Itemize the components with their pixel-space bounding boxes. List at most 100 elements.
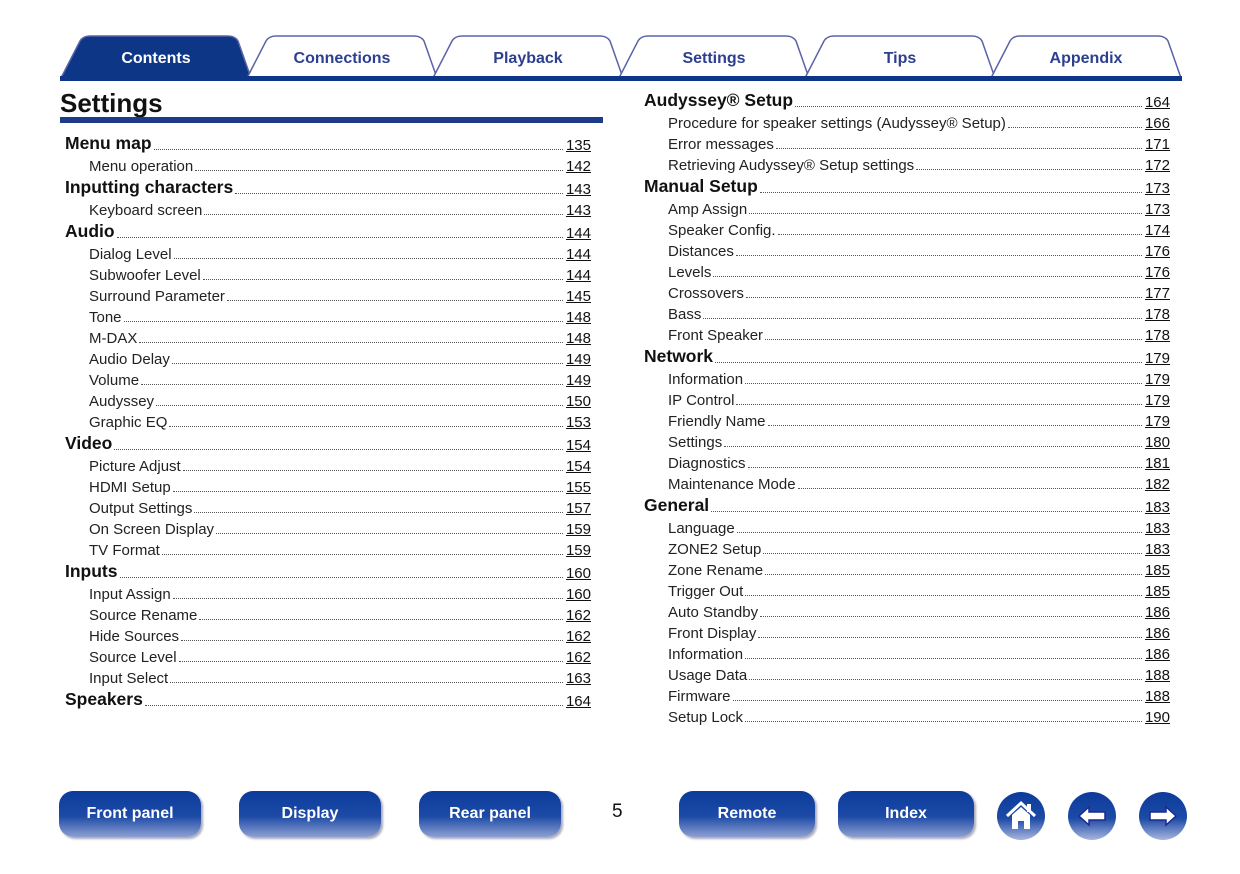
toc-entry[interactable]: Friendly Name 179 xyxy=(644,409,1170,430)
page-link[interactable]: 186 xyxy=(1144,646,1170,663)
page-link[interactable]: 188 xyxy=(1144,667,1170,684)
display-button[interactable]: Display xyxy=(239,791,381,837)
tab-connections[interactable]: Connections xyxy=(246,35,438,78)
toc-entry[interactable]: TV Format 159 xyxy=(65,538,591,559)
toc-entry[interactable]: Source Rename 162 xyxy=(65,603,591,624)
page-link[interactable]: 145 xyxy=(565,288,591,305)
page-link[interactable]: 186 xyxy=(1144,604,1170,621)
page-link[interactable]: 154 xyxy=(565,437,591,454)
page-link[interactable]: 162 xyxy=(565,607,591,624)
back-button[interactable] xyxy=(1068,792,1116,840)
page-link[interactable]: 142 xyxy=(565,158,591,175)
toc-section[interactable]: Audio 144 xyxy=(65,219,591,242)
toc-section[interactable]: Manual Setup 173 xyxy=(644,174,1170,197)
page-link[interactable]: 190 xyxy=(1144,709,1170,726)
toc-entry[interactable]: Hide Sources 162 xyxy=(65,624,591,645)
page-link[interactable]: 182 xyxy=(1144,476,1170,493)
page-link[interactable]: 173 xyxy=(1144,180,1170,197)
toc-entry[interactable]: Levels 176 xyxy=(644,260,1170,281)
toc-entry[interactable]: Information 179 xyxy=(644,367,1170,388)
toc-entry[interactable]: Auto Standby 186 xyxy=(644,600,1170,621)
page-link[interactable]: 183 xyxy=(1144,541,1170,558)
page-link[interactable]: 143 xyxy=(565,202,591,219)
toc-entry[interactable]: Picture Adjust 154 xyxy=(65,454,591,475)
toc-entry[interactable]: Error messages 171 xyxy=(644,132,1170,153)
toc-entry[interactable]: Information 186 xyxy=(644,642,1170,663)
page-link[interactable]: 160 xyxy=(565,586,591,603)
toc-entry[interactable]: Settings 180 xyxy=(644,430,1170,451)
toc-entry[interactable]: Retrieving Audyssey® Setup settings 172 xyxy=(644,153,1170,174)
toc-entry[interactable]: Menu operation 142 xyxy=(65,154,591,175)
page-link[interactable]: 143 xyxy=(565,181,591,198)
toc-entry[interactable]: Distances 176 xyxy=(644,239,1170,260)
page-link[interactable]: 144 xyxy=(565,267,591,284)
toc-entry[interactable]: Firmware 188 xyxy=(644,684,1170,705)
page-link[interactable]: 188 xyxy=(1144,688,1170,705)
toc-entry[interactable]: Audyssey 150 xyxy=(65,389,591,410)
page-link[interactable]: 164 xyxy=(1144,94,1170,111)
toc-entry[interactable]: Front Speaker 178 xyxy=(644,323,1170,344)
page-link[interactable]: 179 xyxy=(1144,413,1170,430)
toc-entry[interactable]: Graphic EQ 153 xyxy=(65,410,591,431)
page-link[interactable]: 160 xyxy=(565,565,591,582)
page-link[interactable]: 163 xyxy=(565,670,591,687)
page-link[interactable]: 174 xyxy=(1144,222,1170,239)
front-panel-button[interactable]: Front panel xyxy=(59,791,201,837)
page-link[interactable]: 159 xyxy=(565,542,591,559)
page-link[interactable]: 149 xyxy=(565,351,591,368)
toc-entry[interactable]: Bass 178 xyxy=(644,302,1170,323)
toc-entry[interactable]: IP Control 179 xyxy=(644,388,1170,409)
toc-entry[interactable]: Front Display 186 xyxy=(644,621,1170,642)
page-link[interactable]: 179 xyxy=(1144,392,1170,409)
home-button[interactable] xyxy=(997,792,1045,840)
page-link[interactable]: 179 xyxy=(1144,371,1170,388)
page-link[interactable]: 171 xyxy=(1144,136,1170,153)
toc-section[interactable]: Network 179 xyxy=(644,344,1170,367)
page-link[interactable]: 154 xyxy=(565,458,591,475)
tab-contents[interactable]: Contents xyxy=(60,35,252,78)
tab-playback[interactable]: Playback xyxy=(432,35,624,78)
toc-entry[interactable]: Source Level 162 xyxy=(65,645,591,666)
rear-panel-button[interactable]: Rear panel xyxy=(419,791,561,837)
page-link[interactable]: 185 xyxy=(1144,583,1170,600)
page-link[interactable]: 144 xyxy=(565,225,591,242)
page-link[interactable]: 162 xyxy=(565,649,591,666)
page-link[interactable]: 176 xyxy=(1144,264,1170,281)
toc-entry[interactable]: Subwoofer Level 144 xyxy=(65,263,591,284)
toc-entry[interactable]: Speaker Config. 174 xyxy=(644,218,1170,239)
toc-entry[interactable]: Zone Rename 185 xyxy=(644,558,1170,579)
toc-entry[interactable]: Dialog Level 144 xyxy=(65,242,591,263)
toc-entry[interactable]: Procedure for speaker settings (Audyssey… xyxy=(644,111,1170,132)
tab-appendix[interactable]: Appendix xyxy=(990,35,1182,78)
page-link[interactable]: 153 xyxy=(565,414,591,431)
page-link[interactable]: 148 xyxy=(565,330,591,347)
toc-entry[interactable]: HDMI Setup 155 xyxy=(65,475,591,496)
toc-entry[interactable]: On Screen Display 159 xyxy=(65,517,591,538)
page-link[interactable]: 181 xyxy=(1144,455,1170,472)
page-link[interactable]: 157 xyxy=(565,500,591,517)
toc-section[interactable]: Speakers 164 xyxy=(65,687,591,710)
remote-button[interactable]: Remote xyxy=(679,791,815,837)
page-link[interactable]: 149 xyxy=(565,372,591,389)
toc-entry[interactable]: Setup Lock 190 xyxy=(644,705,1170,726)
page-link[interactable]: 176 xyxy=(1144,243,1170,260)
page-link[interactable]: 150 xyxy=(565,393,591,410)
toc-entry[interactable]: Surround Parameter 145 xyxy=(65,284,591,305)
page-link[interactable]: 166 xyxy=(1144,115,1170,132)
tab-tips[interactable]: Tips xyxy=(804,35,996,78)
page-link[interactable]: 179 xyxy=(1144,350,1170,367)
toc-entry[interactable]: ZONE2 Setup 183 xyxy=(644,537,1170,558)
toc-entry[interactable]: Audio Delay 149 xyxy=(65,347,591,368)
page-link[interactable]: 183 xyxy=(1144,499,1170,516)
toc-entry[interactable]: Tone 148 xyxy=(65,305,591,326)
toc-entry[interactable]: Input Select 163 xyxy=(65,666,591,687)
toc-section[interactable]: Inputting characters 143 xyxy=(65,175,591,198)
page-link[interactable]: 159 xyxy=(565,521,591,538)
page-link[interactable]: 162 xyxy=(565,628,591,645)
page-link[interactable]: 178 xyxy=(1144,306,1170,323)
page-link[interactable]: 135 xyxy=(565,137,591,154)
page-link[interactable]: 164 xyxy=(565,693,591,710)
page-link[interactable]: 185 xyxy=(1144,562,1170,579)
toc-entry[interactable]: M-DAX 148 xyxy=(65,326,591,347)
toc-entry[interactable]: Diagnostics 181 xyxy=(644,451,1170,472)
